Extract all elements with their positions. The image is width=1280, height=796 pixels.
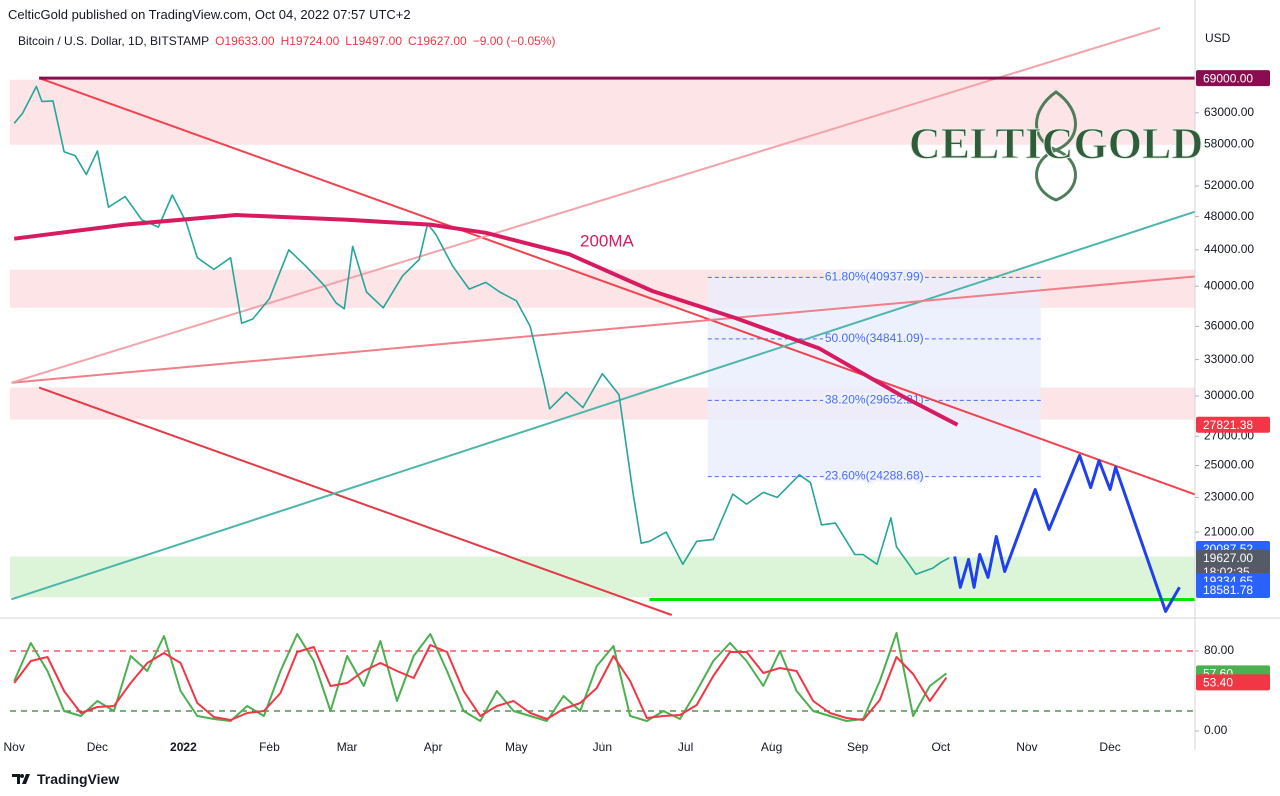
footer: TradingView [12, 771, 119, 787]
symbol: Bitcoin / U.S. Dollar, 1D, BITSTAMP [18, 34, 210, 48]
x-tick-label: 2022 [170, 740, 197, 754]
x-tick-label: Nov [3, 740, 24, 754]
y-tick-label: 25000.00 [1204, 458, 1254, 472]
price-label-box [1196, 582, 1270, 599]
y-tick-label: 30000.00 [1204, 388, 1254, 402]
trendline [38, 386, 673, 616]
x-tick-label: May [505, 740, 528, 754]
ohlc-low: L19497.00 [345, 34, 403, 48]
y-tick-label: 0.00 [1204, 723, 1228, 737]
x-tick-label: Aug [761, 740, 782, 754]
x-tick-label: Sep [847, 740, 869, 754]
price-label: 19627.00 [1203, 551, 1253, 565]
x-tick-label: Dec [87, 740, 108, 754]
fib-box [707, 277, 1041, 477]
series-line [13, 644, 948, 721]
zone [10, 556, 1195, 598]
y-tick-label: 23000.00 [1204, 490, 1254, 504]
axis-unit: USD [1205, 31, 1231, 45]
x-tick-label: Feb [259, 740, 280, 754]
ma-label: 200MA [580, 231, 635, 250]
x-tick-label: Mar [337, 740, 358, 754]
x-tick-label: Apr [424, 740, 443, 754]
y-tick-label: 58000.00 [1204, 137, 1254, 151]
price-label: 27821.38 [1203, 418, 1253, 432]
fib-label: 61.80%(40937.99) [825, 270, 924, 284]
y-tick-label: 52000.00 [1204, 178, 1254, 192]
x-tick-label: Dec [1099, 740, 1120, 754]
footer-brand: TradingView [37, 771, 120, 787]
x-tick-label: Nov [1016, 740, 1037, 754]
logo: CELTICGOLD [908, 90, 1204, 202]
y-tick-label: 21000.00 [1204, 524, 1254, 538]
price-label-box [1196, 416, 1270, 433]
fib-label: 50.00%(34841.09) [825, 331, 924, 345]
logo-knot [1035, 90, 1077, 202]
footer-icon [12, 774, 30, 784]
y-tick-label: 80.00 [1204, 643, 1234, 657]
y-tick-label: 33000.00 [1204, 352, 1254, 366]
series-line [13, 632, 948, 722]
y-tick-label: 40000.00 [1204, 278, 1254, 292]
y-tick-label: 36000.00 [1204, 319, 1254, 333]
publish-info: CelticGold published on TradingView.com,… [8, 7, 411, 22]
price-label: 69000.00 [1203, 71, 1253, 85]
price-label-box [1196, 70, 1270, 87]
zone [10, 79, 1195, 145]
series-line [13, 213, 959, 427]
series-line [953, 454, 1181, 613]
symbol-legend: Bitcoin / U.S. Dollar, 1D, BITSTAMP O196… [18, 34, 555, 48]
fib-label: 23.60%(24288.68) [825, 469, 924, 483]
x-tick-label: Jun [593, 740, 612, 754]
logo-text: CELTICGOLD [909, 119, 1203, 168]
price-label: 18581.78 [1203, 583, 1253, 597]
ohlc-open: O19633.00 [215, 34, 275, 48]
price-label-box [1196, 550, 1270, 581]
ohlc-close: C19627.00 [408, 34, 467, 48]
ohlc-high: H19724.00 [280, 34, 340, 48]
trendline [38, 77, 1196, 496]
price-label-box [1196, 674, 1270, 691]
ohlc-change: −9.00 (−0.05%) [472, 34, 556, 48]
trendline [11, 26, 1161, 384]
x-tick-label: Jul [678, 740, 693, 754]
trendline [11, 275, 1196, 384]
y-tick-label: 44000.00 [1204, 242, 1254, 256]
y-tick-label: 48000.00 [1204, 209, 1254, 223]
y-tick-label: 63000.00 [1204, 105, 1254, 119]
x-tick-label: Oct [932, 740, 951, 754]
trendline [11, 210, 1196, 601]
price-label: 53.40 [1203, 676, 1233, 690]
